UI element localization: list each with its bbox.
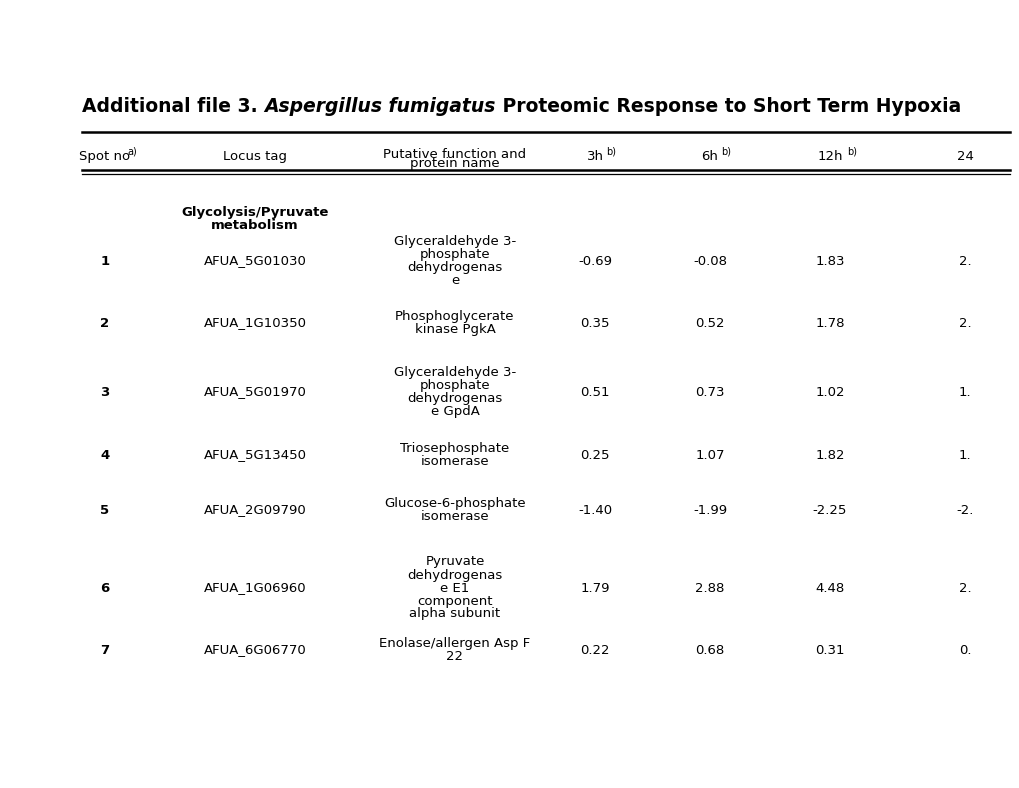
Text: phosphate: phosphate — [419, 379, 490, 392]
Text: 1.07: 1.07 — [695, 448, 725, 462]
Text: a): a) — [127, 146, 137, 156]
Text: AFUA_5G13450: AFUA_5G13450 — [204, 448, 306, 462]
Text: Putative function and: Putative function and — [383, 148, 526, 161]
Text: 24: 24 — [956, 150, 972, 162]
Text: e E1: e E1 — [440, 582, 469, 594]
Text: -2.25: -2.25 — [812, 504, 847, 516]
Text: dehydrogenas: dehydrogenas — [407, 568, 502, 582]
Text: -0.08: -0.08 — [692, 255, 727, 267]
Text: 1.78: 1.78 — [814, 317, 844, 329]
Text: 4: 4 — [100, 448, 109, 462]
Text: 0.22: 0.22 — [580, 644, 609, 656]
Text: AFUA_6G06770: AFUA_6G06770 — [204, 644, 306, 656]
Text: -2.: -2. — [956, 504, 973, 516]
Text: 0.35: 0.35 — [580, 317, 609, 329]
Text: 5: 5 — [100, 504, 109, 516]
Text: 6: 6 — [100, 582, 109, 594]
Text: -1.99: -1.99 — [692, 504, 727, 516]
Text: 0.31: 0.31 — [814, 644, 844, 656]
Text: AFUA_5G01970: AFUA_5G01970 — [204, 385, 306, 399]
Text: 1.79: 1.79 — [580, 582, 609, 594]
Text: phosphate: phosphate — [419, 248, 490, 261]
Text: Glyceraldehyde 3-: Glyceraldehyde 3- — [393, 366, 516, 379]
Text: 7: 7 — [100, 644, 109, 656]
Text: 2.: 2. — [958, 255, 970, 267]
Text: 4.48: 4.48 — [814, 582, 844, 594]
Text: Spot no: Spot no — [79, 150, 130, 162]
Text: 1.82: 1.82 — [814, 448, 844, 462]
Text: 2.: 2. — [958, 317, 970, 329]
Text: AFUA_1G10350: AFUA_1G10350 — [204, 317, 306, 329]
Text: protein name: protein name — [410, 157, 499, 170]
Text: 0.51: 0.51 — [580, 385, 609, 399]
Text: kinase PgkA: kinase PgkA — [414, 323, 495, 336]
Text: 2: 2 — [100, 317, 109, 329]
Text: 3h: 3h — [586, 150, 603, 162]
Text: Enolase/allergen Asp F: Enolase/allergen Asp F — [379, 637, 530, 650]
Text: AFUA_1G06960: AFUA_1G06960 — [204, 582, 306, 594]
Text: Triosephosphate: Triosephosphate — [400, 442, 510, 455]
Text: 2.: 2. — [958, 582, 970, 594]
Text: -1.40: -1.40 — [578, 504, 611, 516]
Text: Locus tag: Locus tag — [223, 150, 286, 162]
Text: 0.: 0. — [958, 644, 970, 656]
Text: component: component — [417, 594, 492, 608]
Text: 22: 22 — [446, 650, 463, 663]
Text: Phosphoglycerate: Phosphoglycerate — [395, 310, 515, 323]
Text: 2.88: 2.88 — [695, 582, 723, 594]
Text: 0.52: 0.52 — [695, 317, 725, 329]
Text: dehydrogenas: dehydrogenas — [407, 392, 502, 405]
Text: 6h: 6h — [701, 150, 717, 162]
Text: 0.25: 0.25 — [580, 448, 609, 462]
Text: isomerase: isomerase — [420, 455, 489, 468]
Text: 0.68: 0.68 — [695, 644, 723, 656]
Text: AFUA_2G09790: AFUA_2G09790 — [204, 504, 306, 516]
Text: Glucose-6-phosphate: Glucose-6-phosphate — [384, 497, 526, 510]
Text: 3: 3 — [100, 385, 109, 399]
Text: 1.: 1. — [958, 385, 970, 399]
Text: Pyruvate: Pyruvate — [425, 556, 484, 568]
Text: AFUA_5G01030: AFUA_5G01030 — [204, 255, 306, 267]
Text: Additional file 3.: Additional file 3. — [82, 97, 264, 116]
Text: alpha subunit: alpha subunit — [409, 608, 500, 620]
Text: Proteomic Response to Short Term Hypoxia: Proteomic Response to Short Term Hypoxia — [495, 97, 960, 116]
Text: 1.: 1. — [958, 448, 970, 462]
Text: Glycolysis/Pyruvate: Glycolysis/Pyruvate — [181, 206, 328, 219]
Text: e: e — [450, 274, 459, 287]
Text: isomerase: isomerase — [420, 510, 489, 523]
Text: 12h: 12h — [816, 150, 842, 162]
Text: -0.69: -0.69 — [578, 255, 611, 267]
Text: dehydrogenas: dehydrogenas — [407, 261, 502, 274]
Text: metabolism: metabolism — [211, 219, 299, 232]
Text: Aspergillus fumigatus: Aspergillus fumigatus — [264, 97, 495, 116]
Text: 1.83: 1.83 — [814, 255, 844, 267]
Text: 0.73: 0.73 — [695, 385, 725, 399]
Text: e GpdA: e GpdA — [430, 405, 479, 418]
Text: 1: 1 — [100, 255, 109, 267]
Text: b): b) — [846, 146, 856, 156]
Text: Glyceraldehyde 3-: Glyceraldehyde 3- — [393, 235, 516, 248]
Text: 1.02: 1.02 — [814, 385, 844, 399]
Text: b): b) — [720, 146, 731, 156]
Text: b): b) — [605, 146, 615, 156]
